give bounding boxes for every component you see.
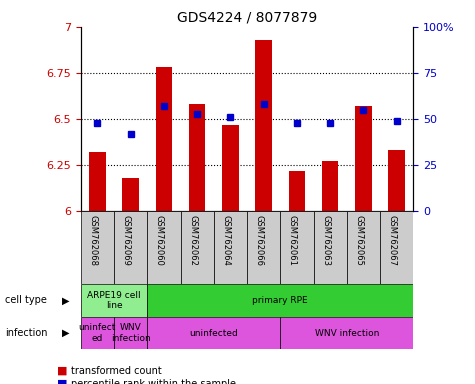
Bar	[347, 211, 380, 284]
Text: percentile rank within the sample: percentile rank within the sample	[71, 379, 236, 384]
Bar	[280, 211, 314, 284]
Bar	[81, 284, 147, 317]
Text: WNV infection: WNV infection	[314, 329, 379, 338]
Text: WNV
infection: WNV infection	[111, 323, 151, 343]
Bar	[114, 211, 147, 284]
Text: GSM762065: GSM762065	[354, 215, 363, 266]
Text: uninfected: uninfected	[190, 329, 238, 338]
Bar	[147, 284, 413, 317]
Bar	[189, 104, 205, 211]
Text: GSM762060: GSM762060	[155, 215, 164, 266]
Bar	[355, 106, 371, 211]
Text: GSM762067: GSM762067	[388, 215, 397, 266]
Text: ■: ■	[57, 379, 67, 384]
Bar	[247, 211, 280, 284]
Text: uninfect
ed: uninfect ed	[79, 323, 116, 343]
Bar	[388, 151, 405, 211]
Bar	[81, 211, 114, 284]
Text: GSM762061: GSM762061	[288, 215, 297, 266]
Text: transformed count: transformed count	[71, 366, 162, 376]
Bar	[280, 317, 413, 349]
Bar	[222, 124, 238, 211]
Text: infection: infection	[5, 328, 47, 338]
Bar	[81, 317, 114, 349]
Bar	[155, 68, 172, 211]
Text: ARPE19 cell
line: ARPE19 cell line	[87, 291, 141, 310]
Bar	[314, 211, 347, 284]
Text: ▶: ▶	[62, 295, 69, 306]
Text: GSM762063: GSM762063	[321, 215, 330, 266]
Text: GSM762064: GSM762064	[221, 215, 230, 266]
Bar	[114, 317, 147, 349]
Bar	[180, 211, 214, 284]
Text: GSM762068: GSM762068	[88, 215, 97, 266]
Text: ▶: ▶	[62, 328, 69, 338]
Text: cell type: cell type	[5, 295, 47, 306]
Text: primary RPE: primary RPE	[252, 296, 308, 305]
Bar	[255, 40, 272, 211]
Text: GSM762066: GSM762066	[255, 215, 264, 266]
Bar	[214, 211, 247, 284]
Bar	[89, 152, 105, 211]
Bar	[380, 211, 413, 284]
Bar	[288, 170, 305, 211]
Bar	[122, 178, 139, 211]
Text: GSM762069: GSM762069	[122, 215, 131, 266]
Bar	[147, 211, 180, 284]
Bar	[322, 161, 338, 211]
Title: GDS4224 / 8077879: GDS4224 / 8077879	[177, 10, 317, 24]
Text: GSM762062: GSM762062	[188, 215, 197, 266]
Text: ■: ■	[57, 366, 67, 376]
Bar	[147, 317, 280, 349]
